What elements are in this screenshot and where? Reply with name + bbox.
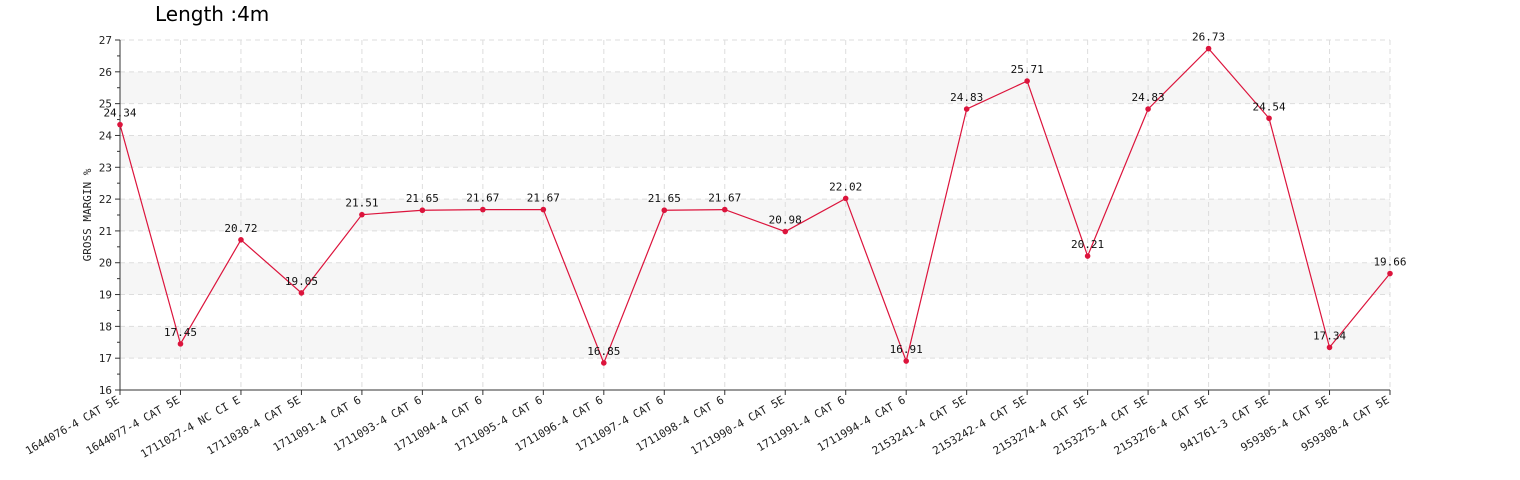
data-point[interactable] <box>419 207 426 214</box>
plot-bands <box>120 71 1390 359</box>
plot-band <box>120 326 1390 359</box>
data-label: 21.65 <box>648 192 681 205</box>
data-point[interactable] <box>359 211 365 218</box>
data-label: 16.85 <box>587 345 620 358</box>
plot-band <box>120 262 1390 295</box>
y-axis-ticks: 16 17 18 19 20 21 22 23 24 25 26 27 <box>99 34 120 397</box>
data-point[interactable] <box>963 106 970 112</box>
y-tick-label: 16 <box>99 384 112 397</box>
data-point[interactable] <box>1387 270 1393 277</box>
chart-title: Length :4m <box>155 2 270 26</box>
data-point[interactable] <box>1024 78 1030 84</box>
data-point[interactable] <box>782 228 789 235</box>
data-label: 21.51 <box>345 197 378 210</box>
data-point[interactable] <box>842 195 849 202</box>
series-line <box>119 47 1391 365</box>
plot-band <box>120 71 1390 104</box>
data-label: 24.83 <box>1132 91 1165 104</box>
plot-band <box>120 199 1390 231</box>
data-labels: 24.34 17.45 20.72 19.05 21.51 21.65 21.67 21.67… <box>103 31 1406 358</box>
y-tick-label: 23 <box>99 161 112 174</box>
y-tick-label: 25 <box>99 98 112 111</box>
data-point[interactable] <box>480 206 486 213</box>
data-point[interactable] <box>601 360 607 366</box>
data-point[interactable] <box>1084 253 1091 259</box>
y-tick-label: 19 <box>99 289 112 302</box>
data-label: 17.34 <box>1313 329 1346 342</box>
data-point[interactable] <box>177 341 184 347</box>
series-group <box>117 45 1393 366</box>
data-point[interactable] <box>661 207 668 214</box>
y-tick-label: 27 <box>99 34 112 47</box>
y-tick-label: 18 <box>99 320 112 333</box>
data-point[interactable] <box>721 206 728 213</box>
data-label: 24.54 <box>1252 100 1285 113</box>
y-tick-label: 21 <box>99 225 112 238</box>
data-label: 20.72 <box>224 222 257 235</box>
y-axis-title: GROSS MARGIN % <box>81 168 94 261</box>
data-point[interactable] <box>1145 106 1151 112</box>
data-label: 20.98 <box>769 214 802 227</box>
y-tick-label: 20 <box>99 257 112 270</box>
data-point[interactable] <box>298 290 305 296</box>
data-label: 16.91 <box>890 343 923 356</box>
data-label: 17.45 <box>164 326 197 339</box>
y-tick-label: 22 <box>99 193 112 206</box>
y-tick-label: 24 <box>99 129 113 142</box>
data-label: 24.83 <box>950 91 983 104</box>
data-label: 20.21 <box>1071 238 1104 251</box>
data-point[interactable] <box>1205 45 1212 52</box>
data-label: 25.71 <box>1011 63 1044 76</box>
data-point[interactable] <box>117 121 123 128</box>
data-point[interactable] <box>540 206 547 213</box>
plot-band <box>120 135 1390 168</box>
data-point[interactable] <box>1266 115 1272 122</box>
y-tick-label: 26 <box>99 66 112 79</box>
data-label: 22.02 <box>829 180 862 193</box>
data-point[interactable] <box>238 237 244 243</box>
data-label: 21.67 <box>527 192 560 205</box>
data-point[interactable] <box>903 358 909 364</box>
data-label: 21.65 <box>406 192 439 205</box>
data-label: 26.73 <box>1192 31 1225 44</box>
data-label: 21.67 <box>466 192 499 205</box>
grid-lines <box>119 39 1391 391</box>
data-label: 19.66 <box>1373 256 1406 269</box>
x-tick-label: 1711027-4 NC CI E <box>138 393 242 461</box>
data-label: 21.67 <box>708 192 741 205</box>
data-label: 19.05 <box>285 275 318 288</box>
data-point[interactable] <box>1326 344 1333 351</box>
y-tick-label: 17 <box>99 352 112 365</box>
data-label: 24.34 <box>103 107 136 120</box>
